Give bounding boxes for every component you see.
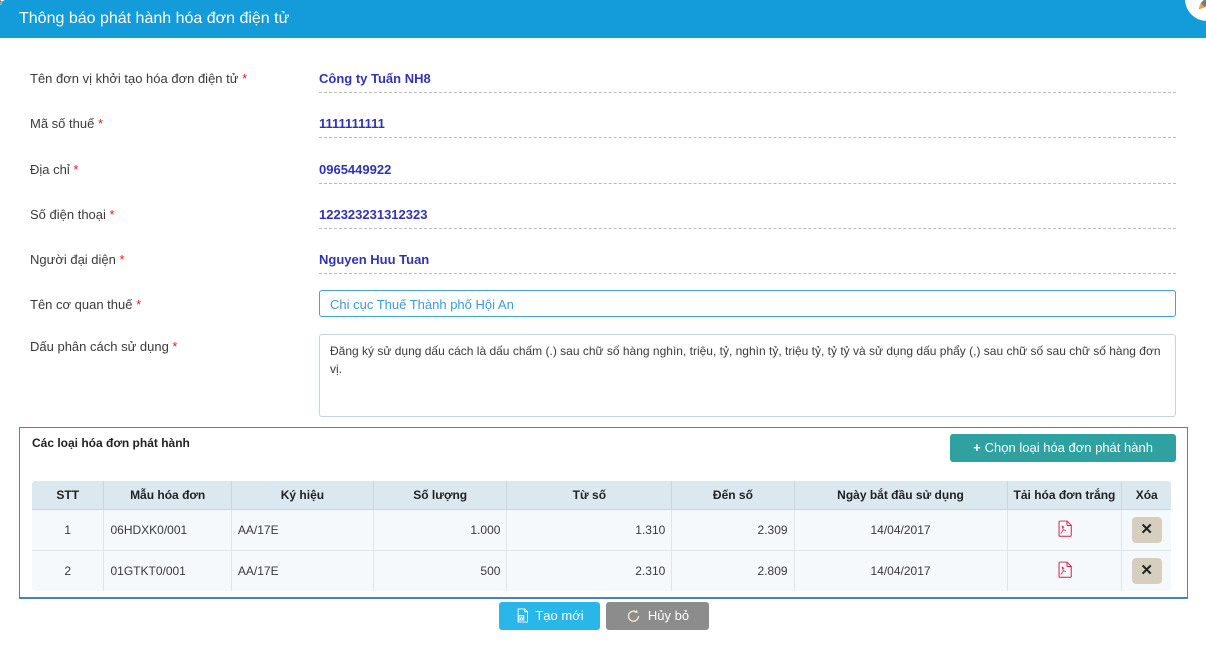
svg-text:W: W <box>520 615 524 620</box>
